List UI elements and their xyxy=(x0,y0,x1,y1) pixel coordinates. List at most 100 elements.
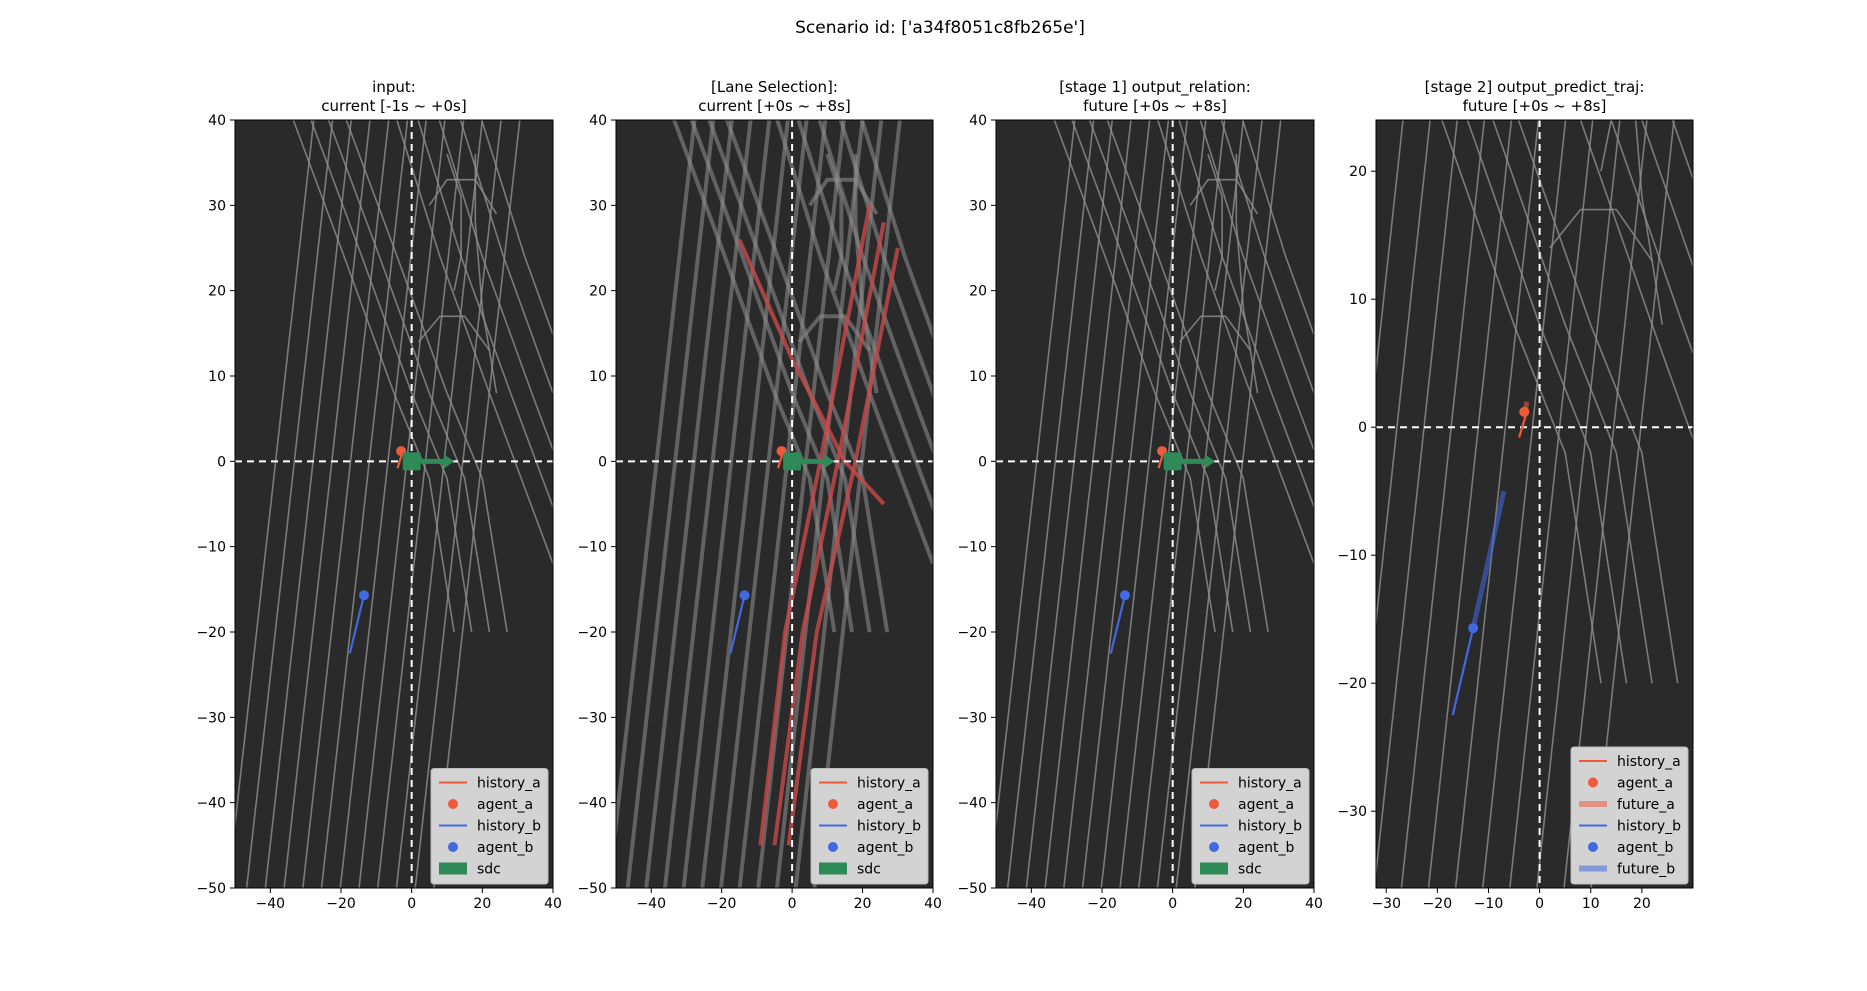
y-tick-label: −30 xyxy=(1337,804,1367,820)
y-tick-label: −10 xyxy=(1337,548,1367,564)
y-tick-label: 20 xyxy=(208,284,226,300)
map-lane xyxy=(327,120,491,633)
legend-label: agent_a xyxy=(857,797,913,813)
x-tick-label: −40 xyxy=(636,896,666,912)
map-lane xyxy=(310,120,473,633)
y-tick-label: −50 xyxy=(196,881,226,897)
y-tick-label: −10 xyxy=(196,540,226,556)
y-tick-label: 30 xyxy=(208,198,226,214)
legend-label: sdc xyxy=(857,862,881,878)
sdc-arrowhead xyxy=(1205,454,1216,469)
legend-label: history_b xyxy=(477,819,541,835)
map-lane xyxy=(1600,120,1612,172)
y-tick-label: −40 xyxy=(196,796,226,812)
legend-swatch xyxy=(448,842,458,852)
map-lane xyxy=(1454,120,1540,888)
plot-frame xyxy=(615,119,934,889)
y-tick-label: 40 xyxy=(208,113,226,129)
series-history_b xyxy=(1109,595,1127,654)
map-lane xyxy=(1610,120,1693,356)
panel-title-line: future [+0s ~ +8s] xyxy=(1463,97,1607,115)
map-lane xyxy=(345,120,508,633)
chart-panel-3: −40 −20 0 20 40 −50 −40 −30 −20 −10 0 10 20 30 40 [stag… xyxy=(957,78,1322,912)
series-future_a xyxy=(1522,401,1530,413)
legend-label: history_a xyxy=(857,776,921,792)
figure-suptitle: Scenario id: ['a34f8051c8fb265e'] xyxy=(795,18,1085,38)
series-future_b xyxy=(1470,490,1507,629)
x-tick-label: 20 xyxy=(473,896,491,912)
map-lane xyxy=(859,120,933,341)
plot-area xyxy=(616,120,933,888)
map-lane xyxy=(1199,120,1314,453)
x-tick-label: 0 xyxy=(1535,896,1544,912)
selected-lane xyxy=(737,238,886,506)
plot-area xyxy=(1376,120,1693,888)
selected-lane xyxy=(772,222,886,846)
map-lane xyxy=(737,120,828,888)
panel-title-line: current [+0s ~ +8s] xyxy=(698,97,851,115)
map-lane xyxy=(264,120,353,888)
map-lane xyxy=(681,120,772,888)
panel-title-line: [stage 2] output_predict_traj: xyxy=(1425,78,1645,97)
legend-label: history_b xyxy=(857,819,921,835)
map-lane xyxy=(1235,154,1259,394)
x-tick-label: 0 xyxy=(788,896,797,912)
y-tick-label: −20 xyxy=(577,625,607,641)
y-tick-label: −30 xyxy=(196,710,226,726)
map-lane xyxy=(414,120,502,888)
plot-area xyxy=(996,120,1314,888)
series-history_b xyxy=(348,595,366,654)
panel-title-line: input: xyxy=(372,78,416,96)
y-tick-label: −20 xyxy=(1337,676,1367,692)
x-tick-label: −40 xyxy=(1017,896,1047,912)
map-lane xyxy=(480,120,553,337)
legend-swatch xyxy=(1200,862,1228,875)
map-lane xyxy=(672,120,837,633)
map-lane xyxy=(1509,120,1594,888)
legend-label: history_b xyxy=(1617,819,1681,835)
chart-panel-4: −30 −20 −10 0 10 20 −30 −20 −10 0 10 20 [stage 2] ou… xyxy=(1337,78,1694,912)
legend-swatch xyxy=(1209,799,1219,809)
plot-frame xyxy=(234,119,554,889)
map-lane xyxy=(428,178,498,215)
y-tick-label: −10 xyxy=(957,540,987,556)
y-tick-label: 30 xyxy=(969,198,987,214)
map-lane xyxy=(1179,315,1252,351)
map-lane xyxy=(662,120,753,888)
panel-title-line: current [-1s ~ +0s] xyxy=(321,97,466,115)
map-lane xyxy=(1157,120,1314,564)
legend-swatch xyxy=(448,799,458,809)
map-lane xyxy=(1549,208,1653,262)
map-lane xyxy=(1063,120,1151,888)
map-lane xyxy=(1044,120,1132,888)
map-lane xyxy=(689,120,854,633)
y-tick-label: 0 xyxy=(978,454,987,470)
map-lane xyxy=(1241,120,1314,337)
y-tick-label: −40 xyxy=(577,796,607,812)
sdc-arrowhead xyxy=(444,454,455,469)
map-lane xyxy=(376,120,465,888)
x-tick-label: 20 xyxy=(1234,896,1252,912)
legend-swatch xyxy=(828,842,838,852)
map-lane xyxy=(235,120,315,832)
map-lane xyxy=(797,314,872,352)
x-tick-label: 20 xyxy=(854,896,872,912)
map-lane xyxy=(625,120,716,888)
legend-label: agent_a xyxy=(477,797,533,813)
map-lane xyxy=(817,120,933,456)
panel-title-line: [stage 1] output_relation: xyxy=(1059,78,1251,97)
map-lane xyxy=(724,120,890,633)
map-lane xyxy=(292,120,455,633)
map-lane xyxy=(700,120,790,888)
legend-label: agent_b xyxy=(857,840,913,856)
map-lane xyxy=(1137,120,1226,888)
y-tick-label: 10 xyxy=(208,369,226,385)
chart-panel-2: −40 −20 0 20 40 −50 −40 −30 −20 −10 0 10 20 30 40 [Lane… xyxy=(577,78,941,912)
y-tick-label: 10 xyxy=(589,369,607,385)
legend-label: future_b xyxy=(1617,862,1675,878)
selected-lane xyxy=(758,204,872,846)
